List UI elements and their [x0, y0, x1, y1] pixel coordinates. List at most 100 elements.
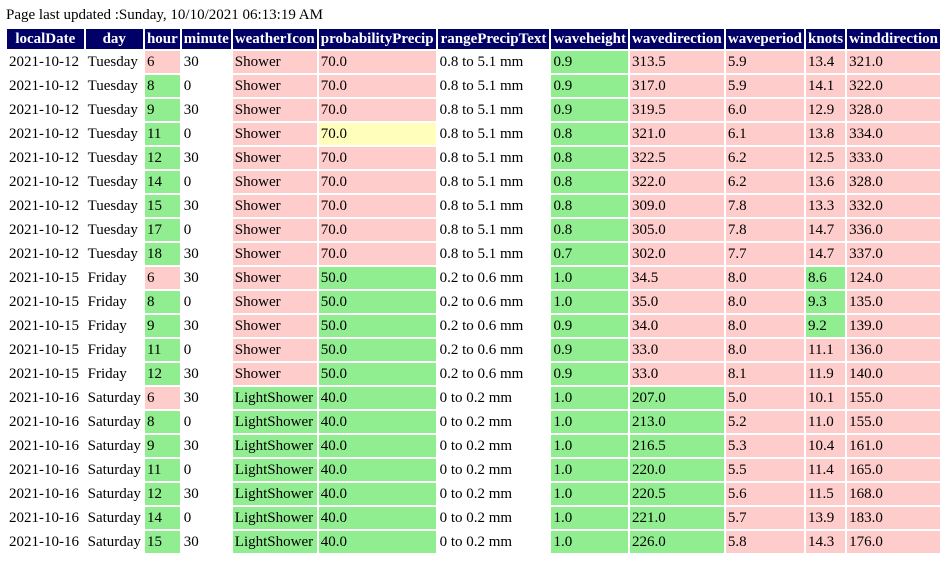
cell-probabilityprecip: 40.0: [318, 531, 436, 553]
cell-winddirection: 155.0: [847, 411, 940, 433]
cell-hour: 11: [144, 339, 180, 361]
cell-wavedirection: 321.0: [629, 123, 724, 145]
cell-localdate: 2021-10-12: [9, 221, 79, 238]
cell-day: Saturday: [87, 437, 141, 454]
cell-waveperiod: 5.6: [725, 483, 805, 505]
table-row: 2021-10-16 Saturday 15 30 LightShower 40.0 0 t…: [7, 531, 940, 553]
cell-localdate: 2021-10-16: [9, 389, 79, 406]
cell-weathericon: Shower: [232, 123, 317, 145]
cell-localdate: 2021-10-15: [9, 317, 79, 334]
cell-waveheight: 0.9: [551, 315, 628, 337]
cell-waveperiod: 6.2: [725, 171, 805, 193]
cell-winddirection: 337.0: [847, 243, 940, 265]
cell-wavedirection: 322.5: [629, 147, 724, 169]
cell-hour: 12: [144, 483, 180, 505]
cell-probabilityprecip: 50.0: [318, 315, 436, 337]
cell-weathericon: Shower: [232, 315, 317, 337]
cell-localdate: 2021-10-15: [9, 341, 79, 358]
cell-knots: 13.3: [806, 195, 846, 217]
table-row: 2021-10-16 Saturday 14 0 LightShower 40.0 0 to…: [7, 507, 940, 529]
cell-knots: 13.9: [806, 507, 846, 529]
table-row: 2021-10-12 Tuesday 17 0 Shower 70.0 0.8 to 5.1…: [7, 219, 940, 241]
cell-waveperiod: 8.0: [725, 267, 805, 289]
cell-day: Saturday: [87, 485, 141, 502]
cell-wavedirection: 33.0: [629, 339, 724, 361]
cell-winddirection: 321.0: [847, 51, 940, 73]
cell-waveheight: 1.0: [551, 411, 628, 433]
cell-weathericon: Shower: [232, 195, 317, 217]
cell-hour: 9: [144, 315, 180, 337]
cell-waveheight: 0.9: [551, 363, 628, 385]
cell-minute: 0: [183, 221, 192, 238]
cell-day: Saturday: [87, 509, 141, 526]
cell-winddirection: 161.0: [847, 435, 940, 457]
cell-day: Saturday: [87, 461, 141, 478]
cell-hour: 12: [144, 147, 180, 169]
cell-rangepreciptext: 0.8 to 5.1 mm: [439, 101, 524, 118]
cell-waveperiod: 6.2: [725, 147, 805, 169]
cell-knots: 10.1: [806, 387, 846, 409]
cell-waveheight: 1.0: [551, 531, 628, 553]
cell-localdate: 2021-10-12: [9, 53, 79, 70]
cell-rangepreciptext: 0 to 0.2 mm: [439, 437, 513, 454]
cell-wavedirection: 207.0: [629, 387, 724, 409]
cell-probabilityprecip: 40.0: [318, 507, 436, 529]
cell-day: Tuesday: [87, 221, 138, 238]
cell-waveperiod: 5.9: [725, 51, 805, 73]
table-row: 2021-10-12 Tuesday 15 30 Shower 70.0 0.8 to 5.…: [7, 195, 940, 217]
cell-minute: 30: [183, 197, 199, 214]
table-row: 2021-10-15 Friday 9 30 Shower 50.0 0.2 to 0.6 …: [7, 315, 940, 337]
cell-knots: 8.6: [806, 267, 846, 289]
cell-wavedirection: 220.5: [629, 483, 724, 505]
cell-rangepreciptext: 0.2 to 0.6 mm: [439, 269, 524, 286]
cell-probabilityprecip: 40.0: [318, 411, 436, 433]
column-header-day: day: [85, 29, 143, 49]
column-header-wavedirection: wavedirection: [629, 29, 724, 49]
cell-weathericon: LightShower: [232, 411, 317, 433]
cell-winddirection: 124.0: [847, 267, 940, 289]
cell-rangepreciptext: 0.8 to 5.1 mm: [439, 53, 524, 70]
cell-weathericon: LightShower: [232, 435, 317, 457]
cell-probabilityprecip: 70.0: [318, 75, 436, 97]
cell-wavedirection: 302.0: [629, 243, 724, 265]
cell-rangepreciptext: 0 to 0.2 mm: [439, 461, 513, 478]
cell-rangepreciptext: 0.8 to 5.1 mm: [439, 197, 524, 214]
cell-probabilityprecip: 50.0: [318, 363, 436, 385]
cell-hour: 14: [144, 507, 180, 529]
cell-knots: 14.3: [806, 531, 846, 553]
cell-minute: 30: [183, 437, 199, 454]
cell-rangepreciptext: 0.8 to 5.1 mm: [439, 125, 524, 142]
cell-wavedirection: 34.5: [629, 267, 724, 289]
cell-minute: 30: [183, 101, 199, 118]
cell-day: Saturday: [87, 413, 141, 430]
cell-localdate: 2021-10-12: [9, 245, 79, 262]
cell-winddirection: 328.0: [847, 171, 940, 193]
cell-wavedirection: 309.0: [629, 195, 724, 217]
cell-knots: 11.5: [806, 483, 846, 505]
cell-hour: 6: [144, 387, 180, 409]
cell-probabilityprecip: 70.0: [318, 243, 436, 265]
cell-probabilityprecip: 40.0: [318, 435, 436, 457]
cell-probabilityprecip: 50.0: [318, 291, 436, 313]
cell-weathericon: LightShower: [232, 507, 317, 529]
cell-waveheight: 0.9: [551, 51, 628, 73]
cell-winddirection: 168.0: [847, 483, 940, 505]
cell-waveperiod: 5.8: [725, 531, 805, 553]
cell-day: Tuesday: [87, 101, 138, 118]
cell-minute: 30: [183, 365, 199, 382]
cell-winddirection: 183.0: [847, 507, 940, 529]
cell-weathericon: Shower: [232, 339, 317, 361]
cell-knots: 11.9: [806, 363, 846, 385]
cell-waveperiod: 5.2: [725, 411, 805, 433]
cell-waveperiod: 8.0: [725, 339, 805, 361]
cell-minute: 0: [183, 461, 192, 478]
cell-rangepreciptext: 0.2 to 0.6 mm: [439, 293, 524, 310]
column-header-rangepreciptext: rangePrecipText: [437, 29, 550, 49]
cell-probabilityprecip: 70.0: [318, 171, 436, 193]
cell-hour: 6: [144, 267, 180, 289]
cell-probabilityprecip: 70.0: [318, 99, 436, 121]
cell-minute: 0: [183, 173, 192, 190]
cell-knots: 9.2: [806, 315, 846, 337]
cell-localdate: 2021-10-12: [9, 197, 79, 214]
cell-hour: 8: [144, 291, 180, 313]
